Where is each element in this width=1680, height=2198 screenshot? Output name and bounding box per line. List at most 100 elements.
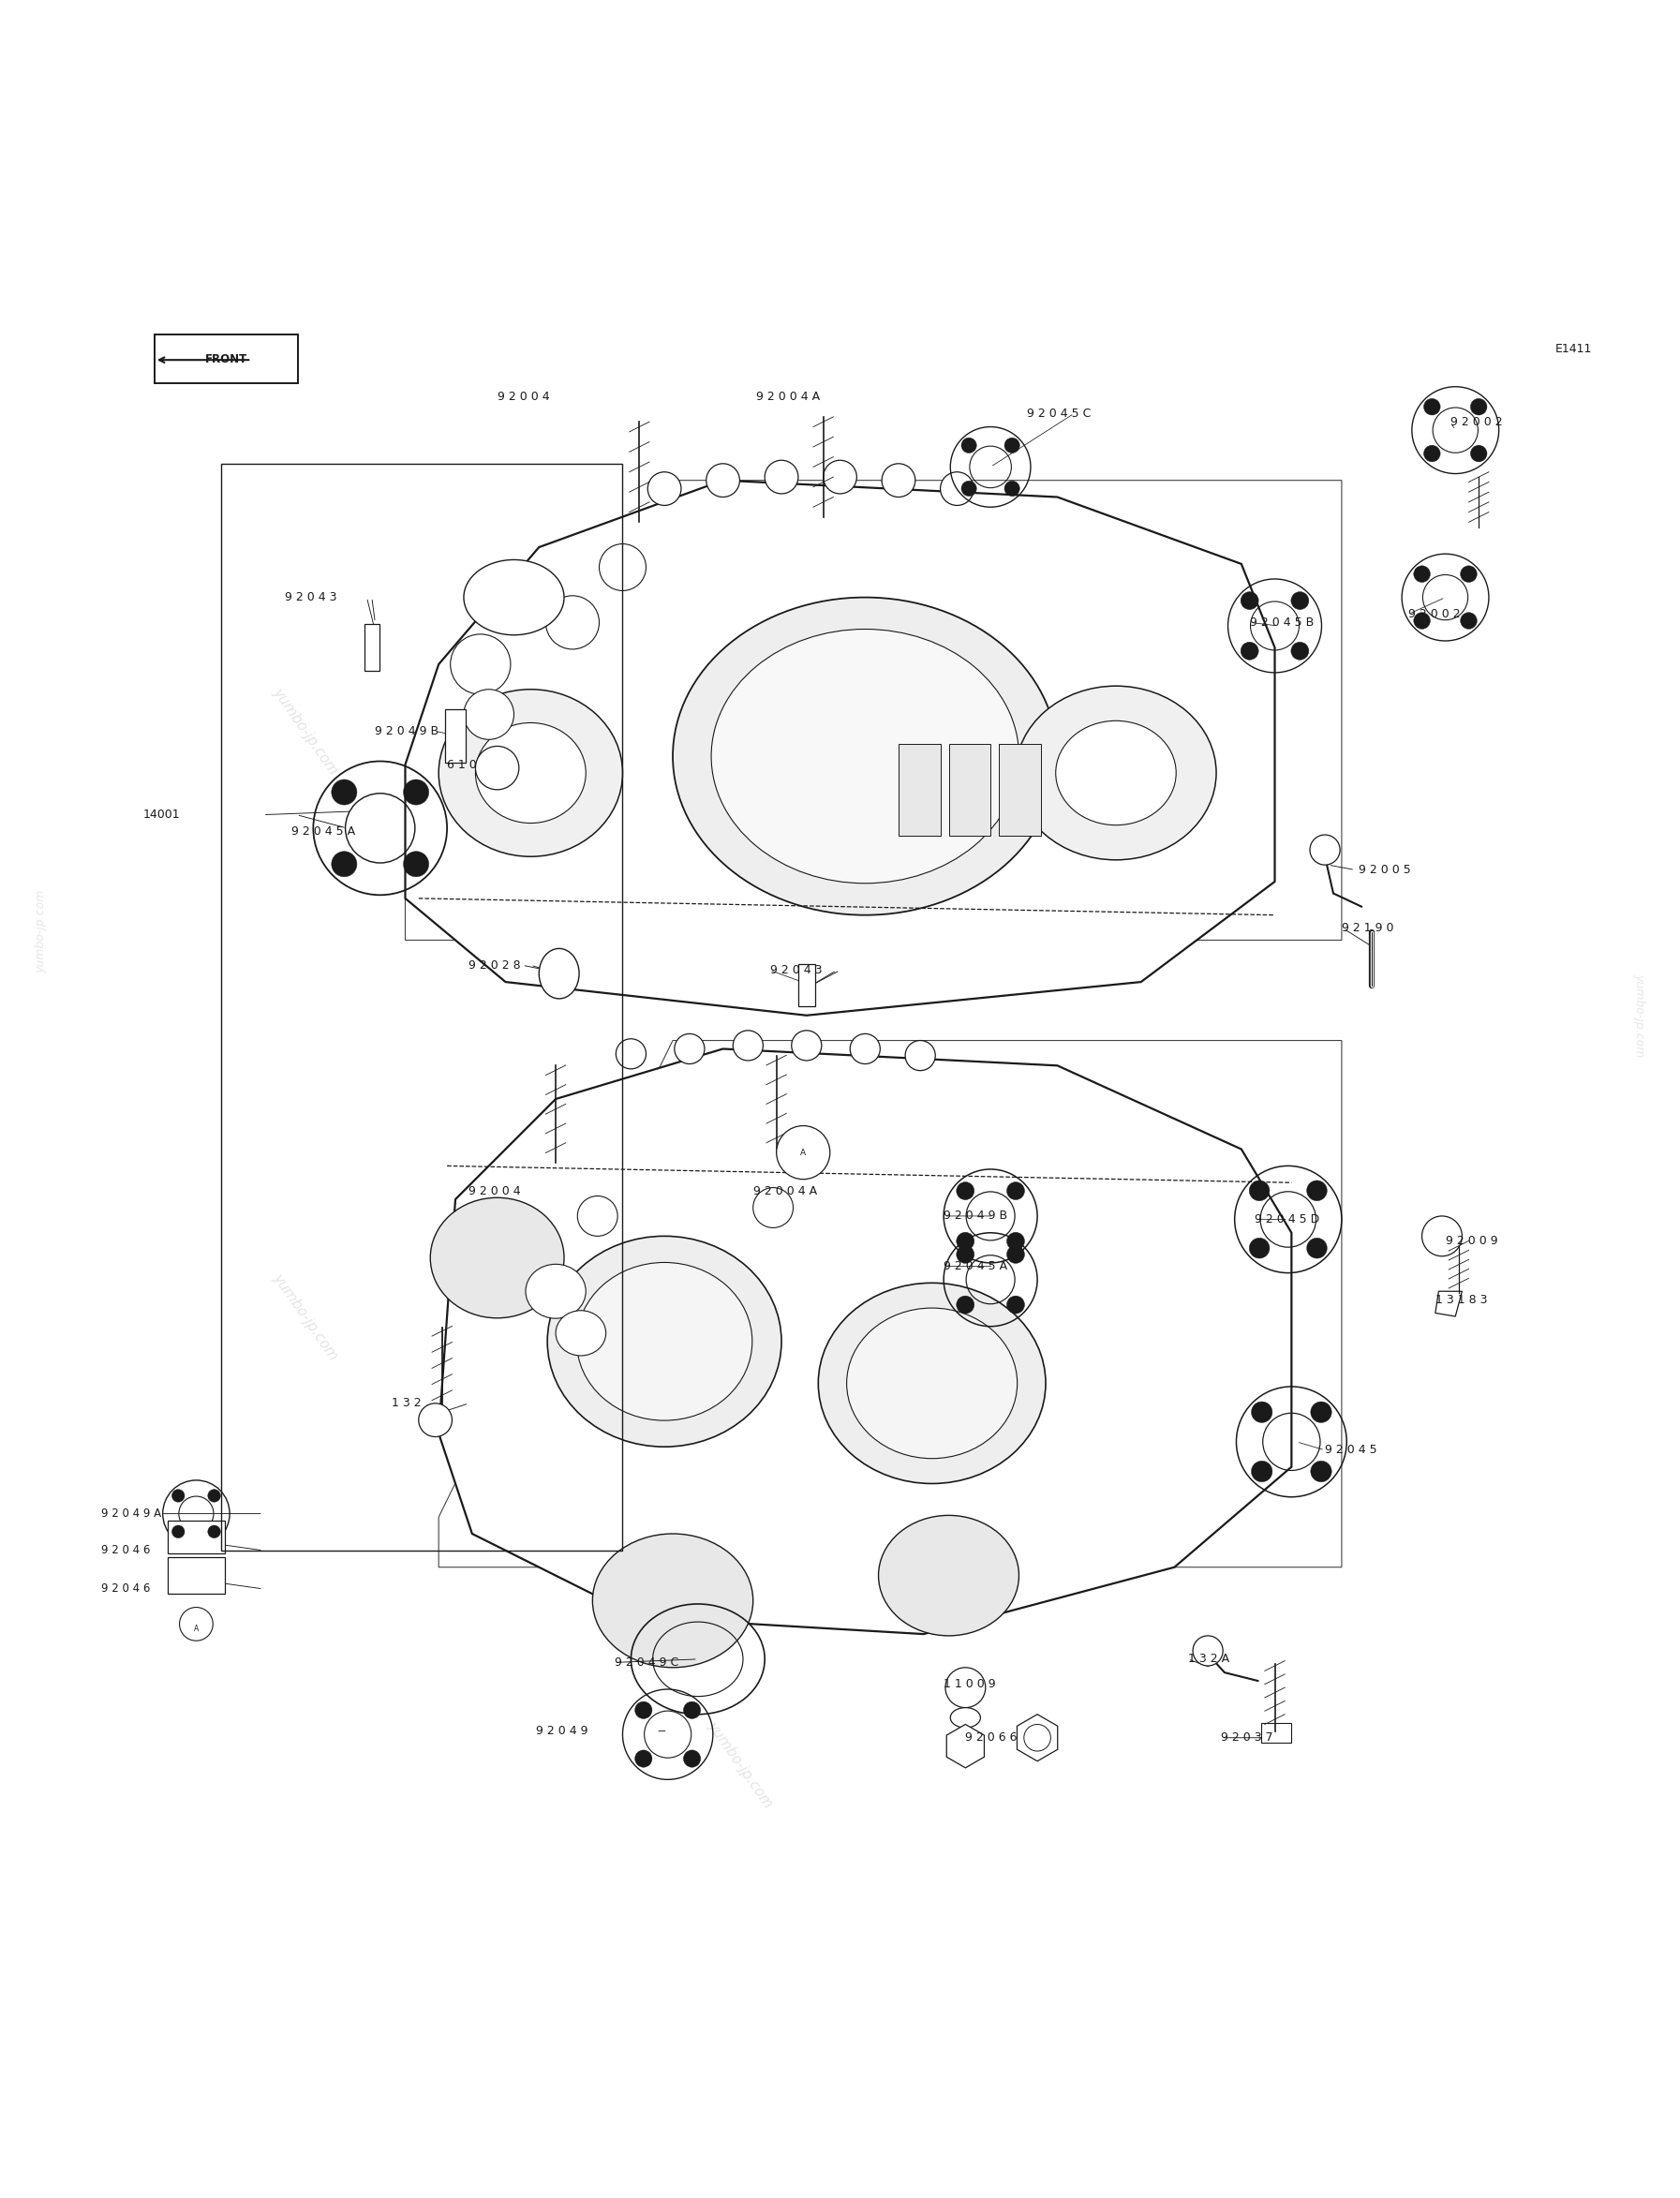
Text: 9 2 0 0 9: 9 2 0 0 9 (1445, 1235, 1497, 1246)
Bar (222, 464, 623, 1550)
Text: 9 2 0 4 5 A: 9 2 0 4 5 A (292, 826, 356, 837)
Circle shape (1005, 437, 1020, 453)
Circle shape (403, 780, 428, 804)
Circle shape (546, 596, 600, 648)
Ellipse shape (475, 723, 586, 822)
Bar (949, 743, 991, 835)
Ellipse shape (438, 690, 623, 857)
Text: yumbo-jp.com: yumbo-jp.com (1633, 974, 1645, 1057)
Bar (798, 965, 815, 1007)
Circle shape (956, 1246, 974, 1264)
Circle shape (464, 690, 514, 739)
Circle shape (961, 481, 976, 497)
Ellipse shape (847, 1308, 1018, 1459)
Circle shape (1413, 565, 1430, 582)
Polygon shape (405, 481, 1275, 1015)
Circle shape (961, 437, 976, 453)
Text: 9 2 0 0 4 A: 9 2 0 0 4 A (756, 391, 820, 402)
Bar (1000, 743, 1040, 835)
Bar (168, 1556, 225, 1594)
Circle shape (850, 1033, 880, 1064)
FancyBboxPatch shape (155, 334, 299, 382)
Circle shape (882, 464, 916, 497)
Text: A: A (193, 1624, 198, 1633)
Circle shape (648, 473, 680, 506)
Text: 1 3 2 A: 1 3 2 A (1188, 1653, 1230, 1666)
Circle shape (1006, 1246, 1025, 1264)
Circle shape (1423, 398, 1440, 415)
Text: E1411: E1411 (1556, 343, 1593, 356)
Circle shape (578, 1196, 618, 1235)
Text: 9 2 0 4 5: 9 2 0 4 5 (1326, 1444, 1378, 1457)
Circle shape (1421, 1215, 1462, 1257)
Circle shape (635, 1750, 652, 1767)
Text: FRONT: FRONT (205, 354, 247, 365)
Bar (1262, 1723, 1292, 1743)
Text: 9 2 0 4 3: 9 2 0 4 3 (286, 591, 336, 604)
Circle shape (208, 1490, 220, 1501)
Circle shape (418, 1402, 452, 1437)
Text: 9 2 0 4 3: 9 2 0 4 3 (769, 965, 822, 976)
Ellipse shape (548, 1235, 781, 1446)
Circle shape (776, 1125, 830, 1180)
Circle shape (1460, 613, 1477, 629)
Circle shape (764, 459, 798, 495)
Text: 9 2 0 4 6: 9 2 0 4 6 (101, 1545, 150, 1556)
Text: yumbo-jp.com: yumbo-jp.com (35, 890, 47, 974)
Ellipse shape (818, 1284, 1045, 1484)
Text: 9 2 0 0 2: 9 2 0 0 2 (1408, 609, 1460, 620)
Circle shape (171, 1525, 185, 1539)
Circle shape (956, 1297, 974, 1314)
Circle shape (1413, 613, 1430, 629)
Circle shape (475, 745, 519, 789)
Text: 9 2 0 4 5 C: 9 2 0 4 5 C (1026, 407, 1092, 420)
Circle shape (1310, 1462, 1332, 1481)
Circle shape (1290, 591, 1309, 609)
Circle shape (941, 473, 974, 506)
Ellipse shape (464, 560, 564, 635)
Circle shape (1310, 835, 1341, 864)
Ellipse shape (526, 1264, 586, 1319)
Ellipse shape (556, 1310, 606, 1356)
Circle shape (1252, 1462, 1272, 1481)
Text: 9 2 0 0 4: 9 2 0 0 4 (469, 1185, 521, 1198)
Circle shape (956, 1233, 974, 1251)
Circle shape (906, 1040, 936, 1070)
Text: 9 2 0 0 2: 9 2 0 0 2 (1450, 415, 1502, 429)
Text: 9 2 0 4 5 D: 9 2 0 4 5 D (1255, 1213, 1319, 1226)
Bar (365, 624, 380, 670)
Ellipse shape (539, 950, 580, 998)
Circle shape (684, 1701, 701, 1719)
Ellipse shape (951, 1708, 981, 1728)
Circle shape (450, 635, 511, 695)
Circle shape (1252, 1402, 1272, 1422)
Text: 6 1 0: 6 1 0 (447, 758, 477, 771)
Ellipse shape (576, 1262, 753, 1420)
Text: yumbo-jp.com: yumbo-jp.com (704, 1719, 774, 1811)
Text: 9 2 0 0 4: 9 2 0 0 4 (497, 391, 549, 402)
Circle shape (791, 1031, 822, 1062)
Text: 9 2 0 4 9: 9 2 0 4 9 (536, 1725, 588, 1736)
Text: 14001: 14001 (143, 809, 180, 820)
Text: yumbo-jp.com: yumbo-jp.com (805, 1270, 875, 1363)
Text: yumbo-jp.com: yumbo-jp.com (270, 1270, 339, 1363)
Text: yumbo-jp.com: yumbo-jp.com (805, 585, 875, 677)
Circle shape (1242, 591, 1258, 609)
Circle shape (1250, 1180, 1270, 1200)
Text: 9 2 0 3 7: 9 2 0 3 7 (1221, 1732, 1273, 1743)
Circle shape (1193, 1635, 1223, 1666)
Text: 1 3 1 8 3: 1 3 1 8 3 (1435, 1295, 1487, 1306)
Circle shape (1250, 1237, 1270, 1257)
Ellipse shape (672, 598, 1057, 914)
Polygon shape (1435, 1290, 1462, 1317)
Circle shape (635, 1701, 652, 1719)
Text: 9 2 0 4 5 A: 9 2 0 4 5 A (944, 1259, 1008, 1273)
Ellipse shape (711, 629, 1020, 884)
Circle shape (1006, 1183, 1025, 1200)
Circle shape (180, 1607, 213, 1640)
Text: 9 2 0 4 9 B: 9 2 0 4 9 B (375, 725, 438, 736)
Circle shape (1470, 398, 1487, 415)
Text: 9 2 0 0 4 A: 9 2 0 0 4 A (753, 1185, 816, 1198)
Circle shape (1460, 565, 1477, 582)
Circle shape (617, 1040, 647, 1068)
